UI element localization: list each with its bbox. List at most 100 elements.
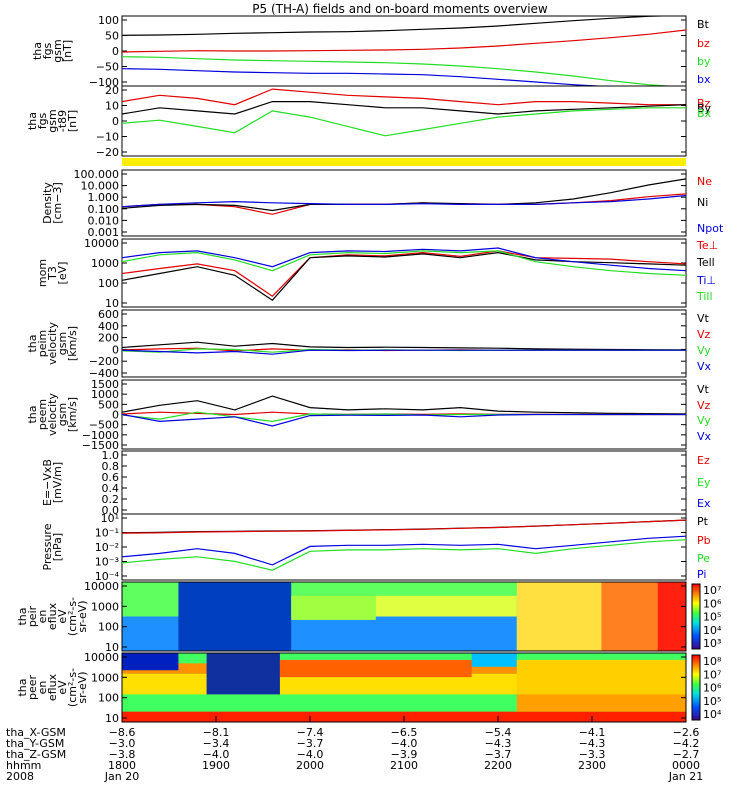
tick-label-y: 1000: [91, 257, 119, 270]
tick-label-y: −500: [89, 419, 119, 432]
tick-label-y: 1500: [91, 378, 119, 391]
axis-label-y: [km/s]: [66, 397, 79, 432]
axis-label-y: velocity: [46, 322, 59, 365]
axis-label-y: -t89: [56, 110, 69, 132]
legend-entry-Pi: Pi: [697, 568, 706, 581]
legend-entry-Till: Till: [696, 290, 713, 303]
heatmap-image: [122, 653, 686, 722]
axis-row-value: −6.5: [391, 726, 418, 739]
tick-label-y: 10: [105, 297, 119, 310]
tick-label-y: 1000: [91, 600, 119, 613]
series-line-Bz: [122, 88, 686, 106]
legend-entry-Ni: Ni: [697, 196, 708, 209]
axis-row-value: −7.4: [297, 726, 324, 739]
legend-entry-Vx: Vx: [697, 430, 712, 443]
axis-label-y: [nT]: [61, 40, 74, 62]
tick-label-y: 0.2: [102, 493, 120, 506]
colorbar: [691, 583, 701, 650]
heatmap-cell: [178, 582, 292, 651]
series-line-Tell: [122, 251, 686, 301]
heatmap-cell: [206, 653, 280, 695]
axis-label-y: eV: [56, 680, 69, 695]
tick-label-y: 0: [112, 45, 119, 58]
legend-entry-Vx: Vx: [697, 360, 712, 373]
panel-frame: [121, 238, 687, 308]
tick-label-y: 1000: [91, 671, 119, 684]
axis-label-y: [nPa]: [51, 533, 64, 561]
series-line-Npot: [122, 194, 686, 208]
tick-label-y: 600: [98, 308, 119, 321]
axis-row-value: −2.7: [673, 748, 700, 761]
axis-row-value: −3.7: [485, 748, 512, 761]
colorbar-label: 10⁶: [703, 597, 722, 610]
axis-row-value: −4.0: [391, 737, 418, 750]
axis-label-y: fgs: [36, 112, 49, 129]
heatmap-image: [122, 582, 686, 651]
axis-label-y: gsm: [56, 403, 69, 426]
tick-label-y: −10: [96, 131, 119, 144]
heatmap-cell: [279, 659, 472, 678]
axis-row-label: tha_Y-GSM: [6, 737, 64, 750]
axis-row-label: tha_Z-GSM: [6, 748, 66, 761]
panel-frame: [121, 169, 687, 237]
tick-label-y: 0: [112, 343, 119, 356]
tick-label-y: 1000: [91, 388, 119, 401]
series-line-Vt: [122, 395, 686, 415]
axis-row-value: −3.4: [203, 737, 230, 750]
axis-label-y: gsm: [56, 332, 69, 355]
axis-row-value: −3.7: [297, 737, 324, 750]
axis-row-value: −2.6: [673, 726, 700, 739]
heatmap-cell: [471, 653, 517, 667]
tick-label-y: 100: [98, 621, 119, 634]
tick-label-y: 0: [112, 115, 119, 128]
colorbar: [691, 654, 701, 721]
heatmap-cell: [375, 595, 517, 617]
legend-entry-By: By: [697, 102, 712, 115]
legend-entry-Ey: Ey: [697, 476, 711, 489]
series-line-Till: [122, 250, 686, 276]
tick-label-y: 1.0: [102, 449, 120, 462]
legend-entry-Vy: Vy: [697, 414, 711, 427]
axis-row-value: −3.0: [109, 737, 136, 750]
plot-layer: thafgsgsm[nT]100500−50−100Btbzbybxthafgs…: [6, 14, 724, 783]
tick-label-y: 100.000: [74, 168, 120, 181]
axis-label-y: sr-eV): [76, 600, 89, 632]
tick-label-y: 10000: [84, 580, 119, 593]
legend-entry-Vz: Vz: [697, 399, 711, 412]
axis-label-y: fgs: [41, 42, 54, 59]
panel-frame: [121, 450, 687, 515]
axis-label-y: Pressure: [41, 523, 54, 570]
axis-row-value: −8.1: [203, 726, 230, 739]
heatmap-cell: [122, 653, 179, 671]
axis-label-y: velocity: [46, 393, 59, 436]
tick-label-y: 10⁻³: [95, 556, 119, 569]
legend-entry-Bx: Bx: [697, 107, 712, 120]
tick-label-y: 0.0: [102, 504, 120, 517]
axis-label-y: T3: [46, 266, 59, 281]
colorbar-label: 10⁶: [703, 682, 722, 695]
axis-row-value: −4.0: [203, 748, 230, 761]
series-line-Vx: [122, 349, 686, 355]
axis-label-y: peim: [36, 330, 49, 358]
tick-label-y: 10: [105, 641, 119, 654]
axis-label-y: tha: [16, 678, 29, 696]
axis-row-value: −4.3: [485, 737, 512, 750]
panel-frame: [121, 581, 687, 652]
tick-label-y: −50: [96, 61, 119, 74]
heatmap-cell: [516, 694, 686, 712]
axis-label-y: [nT]: [66, 110, 79, 132]
series-line-by: [122, 56, 676, 86]
axis-label-y: tha: [16, 607, 29, 625]
axis-label-y: tha: [26, 112, 39, 130]
date-start-label: Jan 20: [104, 770, 139, 783]
axis-label-y: eflux: [46, 673, 59, 701]
tick-label-y: 0.001: [88, 226, 120, 239]
tick-label-y: −100: [89, 76, 119, 89]
series-line-Bx: [122, 107, 686, 137]
axis-row-label: tha_X-GSM: [6, 726, 66, 739]
legend-entry-Vz: Vz: [697, 328, 711, 341]
axis-row-value: 2300: [578, 759, 606, 772]
axis-label-y: gsm: [51, 39, 64, 62]
tick-label-y: 200: [98, 332, 119, 345]
panel-frame: [121, 85, 687, 157]
